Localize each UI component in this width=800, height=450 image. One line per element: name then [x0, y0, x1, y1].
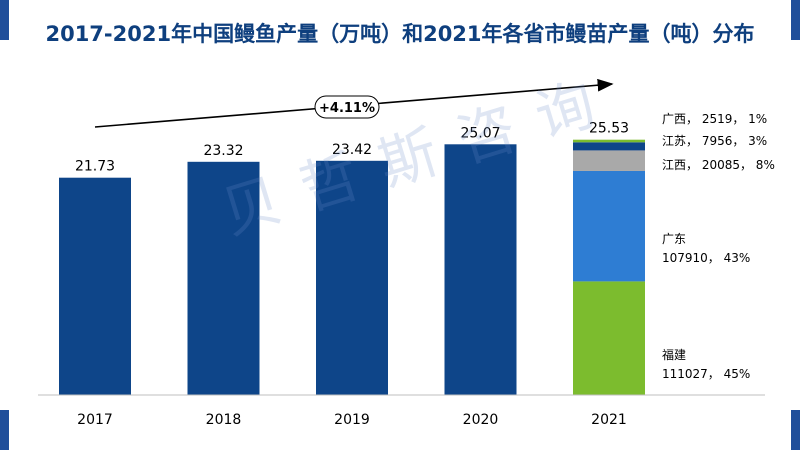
- stack-label-0-0: 福建: [662, 347, 686, 362]
- growth-annotation-text: +4.11%: [319, 101, 375, 116]
- chart-title: 2017-2021年中国鳗鱼产量（万吨）和2021年各省市鳗苗产量（吨）分布: [45, 22, 755, 46]
- stack-label-2-0: 江西， 20085， 8%: [662, 158, 775, 172]
- stack-segment-1: [573, 170, 645, 282]
- stack-segment-4: [573, 139, 645, 143]
- x-tick-2017: 2017: [77, 412, 113, 428]
- x-tick-2020: 2020: [463, 412, 499, 428]
- x-tick-2018: 2018: [206, 412, 242, 428]
- stack-label-1-1: 107910， 43%: [662, 251, 750, 265]
- value-label-2021: 25.53: [589, 121, 629, 137]
- corner-accent-bottom-left: [0, 410, 9, 450]
- x-tick-2021: 2021: [591, 412, 627, 428]
- bar-2019: [316, 160, 388, 395]
- stack-segment-3: [573, 142, 645, 151]
- stack-label-3-0: 江苏， 7956， 3%: [662, 134, 767, 148]
- stack-segment-0: [573, 281, 645, 395]
- corner-accent-top-left: [0, 0, 9, 40]
- growth-annotation-badge: +4.11%: [314, 95, 380, 119]
- bar-2018: [187, 161, 260, 395]
- stack-label-1-0: 广东: [662, 232, 686, 246]
- value-label-2019: 23.42: [332, 142, 372, 158]
- stack-label-4-0: 广西， 2519， 1%: [662, 112, 767, 126]
- bar-2017: [59, 177, 131, 395]
- stack-label-0-1: 111027， 45%: [662, 367, 750, 381]
- corner-accent-top-right: [791, 0, 800, 40]
- value-label-2020: 25.07: [460, 125, 500, 141]
- value-label-2017: 21.73: [75, 159, 115, 175]
- x-tick-2019: 2019: [334, 412, 370, 428]
- corner-accent-bottom-right: [791, 410, 800, 450]
- value-label-2018: 23.32: [203, 143, 243, 159]
- stack-segment-2: [573, 150, 645, 171]
- bar-2020: [444, 144, 517, 395]
